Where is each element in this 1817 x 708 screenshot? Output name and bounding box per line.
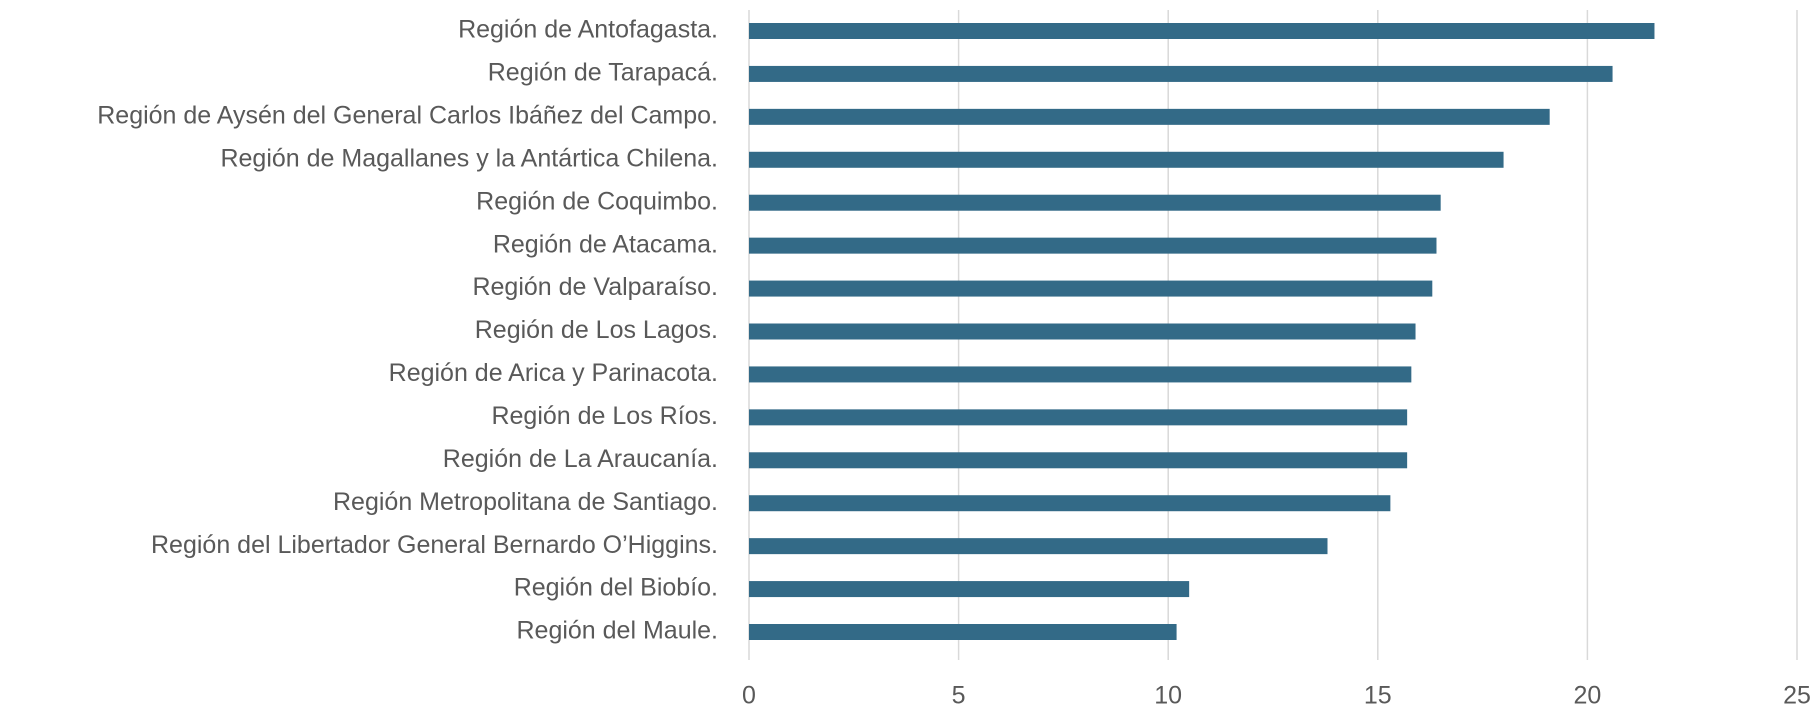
- x-tick-label: 10: [1154, 682, 1182, 708]
- bar: [749, 323, 1416, 340]
- bar: [749, 280, 1433, 297]
- bar: [749, 366, 1412, 383]
- y-tick-label: Región de Atacama.: [493, 230, 718, 258]
- y-tick-label: Región de Antofagasta.: [458, 16, 718, 44]
- y-tick-label: Región de Coquimbo.: [476, 187, 718, 215]
- bar: [749, 237, 1437, 254]
- x-tick-label: 25: [1783, 682, 1811, 708]
- x-tick-label: 15: [1364, 682, 1392, 708]
- x-tick-label: 5: [952, 682, 966, 708]
- bar: [749, 151, 1504, 168]
- bar: [749, 495, 1391, 512]
- bar: [749, 581, 1190, 598]
- y-tick-label: Región de Magallanes y la Antártica Chil…: [220, 144, 718, 172]
- y-tick-label: Región de Tarapacá.: [488, 59, 718, 87]
- y-tick-label: Región del Libertador General Bernardo O…: [151, 531, 718, 559]
- y-tick-label: Región de Los Lagos.: [475, 316, 718, 344]
- bar: [749, 65, 1613, 82]
- y-tick-label: Región del Maule.: [516, 617, 718, 645]
- y-tick-label: Región del Biobío.: [514, 574, 718, 602]
- y-tick-label: Región Metropolitana de Santiago.: [333, 488, 718, 516]
- bar: [749, 624, 1177, 640]
- y-tick-label: Región de Arica y Parinacota.: [389, 359, 718, 387]
- y-tick-label: Región de Aysén del General Carlos Ibáñe…: [97, 101, 718, 129]
- x-tick-label: 20: [1573, 682, 1601, 708]
- bar: [749, 452, 1408, 469]
- bar: [749, 108, 1550, 125]
- x-tick-label: 0: [742, 682, 756, 708]
- bar: [749, 194, 1441, 211]
- y-tick-label: Región de La Araucanía.: [443, 445, 718, 473]
- bar: [749, 23, 1655, 39]
- y-tick-label: Región de Valparaíso.: [472, 273, 718, 301]
- y-tick-label: Región de Los Ríos.: [491, 402, 718, 430]
- bar: [749, 409, 1408, 426]
- bar: [749, 538, 1328, 555]
